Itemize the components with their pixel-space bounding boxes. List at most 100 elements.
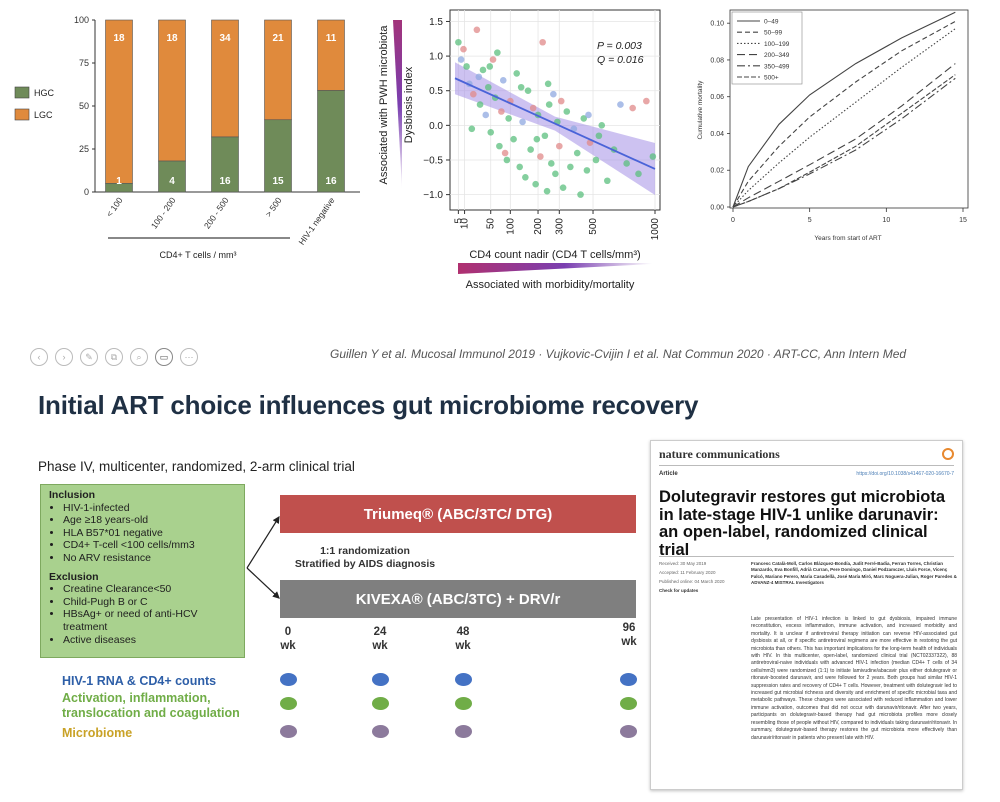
scatter-point bbox=[580, 115, 588, 122]
bar-lgc-count-label: 11 bbox=[326, 33, 337, 44]
open-access-icon bbox=[942, 448, 954, 460]
bar-y-tick-label: 25 bbox=[79, 144, 89, 154]
scatter-point bbox=[556, 142, 563, 150]
bar-lgc-count-label: 21 bbox=[272, 33, 284, 44]
randomization-arrows bbox=[246, 515, 280, 599]
line-y-tick-label: 0.02 bbox=[710, 168, 724, 175]
received-date: Received: 30 May 2019 bbox=[659, 561, 707, 566]
scatter-point bbox=[503, 156, 511, 164]
outcome-dot bbox=[455, 725, 472, 738]
chart-stacked-bar: 0 25 50 75 100 18 1 18 4 34 16 21 15 11 16 < 100 100 -… bbox=[14, 15, 360, 260]
scatter-point bbox=[460, 45, 467, 53]
scatter-y-tick-label: 1.0 bbox=[429, 52, 443, 63]
camera-icon[interactable]: ▭ bbox=[155, 348, 173, 366]
scatter-point bbox=[524, 87, 532, 95]
inclusion-item: HLA B57*01 negative bbox=[63, 527, 238, 540]
bar-hgc-segment bbox=[264, 119, 292, 193]
scatter-point bbox=[635, 170, 642, 178]
exclusion-list: Creatine Clearance<50 Child-Pugh B or C … bbox=[49, 583, 238, 646]
back-icon[interactable]: ‹ bbox=[30, 348, 48, 366]
scatter-point bbox=[494, 49, 501, 56]
scatter-point bbox=[516, 163, 524, 171]
bar-y-tick-label: 50 bbox=[79, 101, 89, 111]
line-y-axis-label: Cumulative mortality bbox=[697, 80, 704, 140]
bar-category-label: 200 - 500 bbox=[202, 195, 231, 230]
scatter-point bbox=[475, 73, 483, 81]
scatter-y-tick-label: 0.0 bbox=[429, 121, 443, 132]
zoom-icon[interactable]: ⌕ bbox=[130, 348, 148, 366]
more-icon[interactable]: ⋯ bbox=[180, 348, 198, 366]
scatter-point bbox=[470, 90, 477, 98]
scatter-point bbox=[522, 173, 529, 181]
scatter-point bbox=[604, 177, 611, 185]
bar-hgc-count-label: 16 bbox=[325, 176, 337, 187]
paper-title: Dolutegravir restores gut microbiota in … bbox=[659, 488, 946, 559]
paper-abstract: Late presentation of HIV-1 infection is … bbox=[751, 616, 957, 741]
bar-legend: HGC LGC bbox=[14, 86, 55, 121]
randomization-ratio: 1:1 randomization bbox=[320, 545, 410, 557]
bar-y-tick-label: 75 bbox=[79, 58, 89, 68]
bar-lgc-segment bbox=[211, 19, 239, 138]
bar-y-tick-label: 0 bbox=[84, 187, 89, 197]
forward-icon[interactable]: › bbox=[55, 348, 73, 366]
references-citation: Guillen Y et al. Mucosal Immunol 2019 · … bbox=[330, 347, 907, 361]
copy-icon[interactable]: ⧉ bbox=[105, 348, 123, 366]
line-legend-label: 350–499 bbox=[764, 63, 790, 70]
scatter-point bbox=[533, 135, 541, 143]
scatter-y-tick-label: −0.5 bbox=[423, 155, 443, 166]
bar-lgc-segment bbox=[158, 19, 186, 162]
paper-thumbnail[interactable]: nature communications Article https://do… bbox=[650, 440, 963, 790]
scatter-x-tick-label: 200 bbox=[533, 218, 544, 235]
scatter-point bbox=[545, 101, 553, 108]
bar-hgc-count-label: 15 bbox=[272, 176, 284, 187]
exclusion-item: Creatine Clearance<50 bbox=[63, 583, 238, 596]
outcome-microbiome: Microbiome bbox=[62, 726, 133, 740]
scatter-point bbox=[623, 160, 630, 167]
scatter-point bbox=[550, 90, 557, 98]
scatter-point bbox=[484, 83, 492, 91]
line-x-tick-label: 0 bbox=[731, 217, 735, 224]
bar-x-axis-label: CD4+ T cells / mm³ bbox=[160, 250, 237, 260]
scatter-x-tick-label: 100 bbox=[505, 218, 516, 235]
outcome-dot bbox=[455, 697, 472, 710]
draw-icon[interactable]: ✎ bbox=[80, 348, 98, 366]
bar-hgc-segment bbox=[211, 136, 239, 193]
outcome-dot bbox=[455, 673, 472, 686]
scatter-point bbox=[482, 111, 490, 119]
timepoint-24wk: 24 wk bbox=[360, 625, 400, 653]
line-legend-label: 500+ bbox=[764, 75, 779, 82]
line-y-tick-label: 0.10 bbox=[710, 21, 724, 28]
article-doi: https://doi.org/10.1038/s41467-020-16670… bbox=[856, 471, 954, 477]
inclusion-item: Age ≥18 years-old bbox=[63, 514, 238, 527]
arm-triumeq-bar: Triumeq® (ABC/3TC/ DTG) bbox=[280, 495, 636, 533]
legend-swatch-lgc bbox=[14, 108, 30, 121]
scatter-point bbox=[539, 38, 546, 46]
scatter-x-tick-label: 50 bbox=[486, 218, 497, 230]
scatter-point bbox=[567, 163, 574, 171]
outcome-dot bbox=[372, 697, 389, 710]
scatter-point bbox=[513, 70, 521, 77]
scatter-x-tick-label: 5 bbox=[453, 218, 464, 224]
bar-y-tick-label: 100 bbox=[74, 15, 89, 25]
inclusion-heading: Inclusion bbox=[49, 489, 96, 501]
chart-cumulative-mortality: 0.00 0.02 0.04 0.06 0.08 0.10 0 5 10 15 0–49 50–99… bbox=[697, 9, 969, 242]
line-series bbox=[732, 20, 956, 208]
scatter-point bbox=[476, 101, 484, 108]
timepoint-value: 24 bbox=[373, 626, 387, 638]
outcome-dot bbox=[620, 697, 637, 710]
timepoint-unit: wk bbox=[280, 640, 296, 652]
scatter-x-tick-label: 500 bbox=[588, 218, 599, 235]
line-x-tick-label: 10 bbox=[882, 217, 890, 224]
line-series bbox=[732, 63, 956, 208]
scatter-y-axis-label: Dysbiosis index bbox=[403, 66, 415, 143]
inclusion-list: HIV-1-infected Age ≥18 years-old HLA B57… bbox=[49, 502, 238, 565]
line-x-tick-label: 15 bbox=[959, 217, 967, 224]
randomization-note: 1:1 randomization Stratified by AIDS dia… bbox=[280, 545, 450, 571]
inclusion-item: CD4+ T-cell <100 cells/mm3 bbox=[63, 539, 238, 552]
bar-hgc-segment bbox=[317, 90, 345, 193]
bar-hgc-count-label: 1 bbox=[116, 176, 122, 187]
scatter-point bbox=[548, 160, 555, 167]
scatter-point bbox=[629, 104, 636, 112]
outcome-dot bbox=[620, 673, 637, 686]
journal-name: nature communications bbox=[659, 447, 780, 461]
